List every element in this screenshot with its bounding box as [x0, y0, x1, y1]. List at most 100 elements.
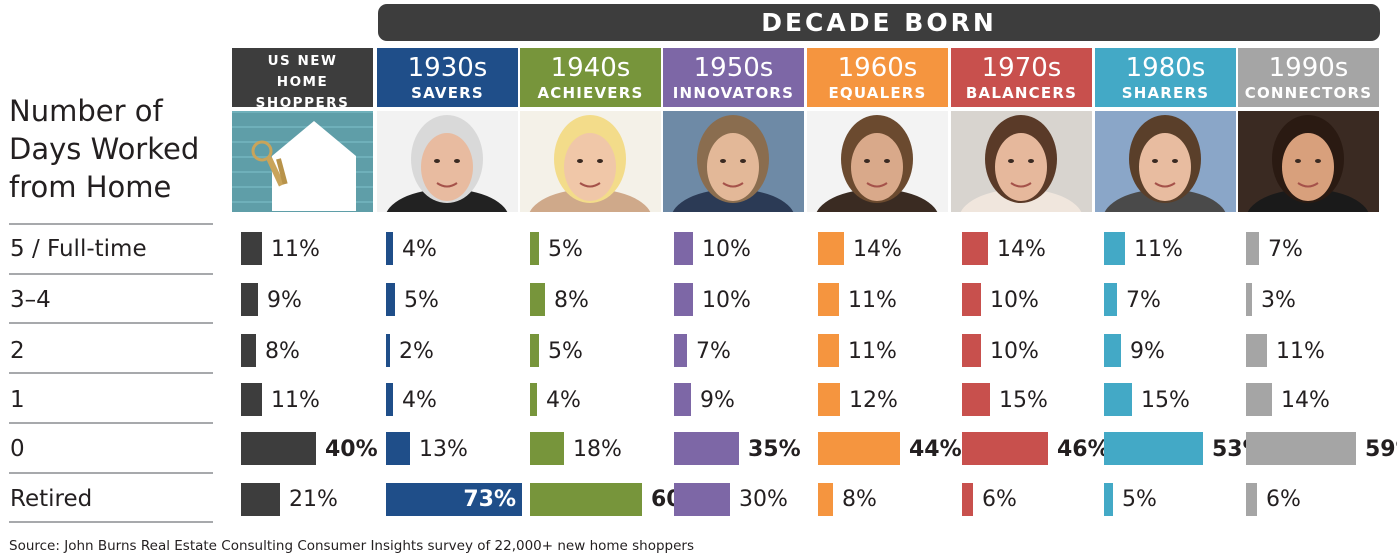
decade-born-banner: DECADE BORN	[378, 4, 1380, 41]
bar-0-1	[241, 283, 258, 316]
bar-1-1	[386, 283, 395, 316]
value-label-5-5: 6%	[982, 487, 1017, 512]
bill-gates-photo	[663, 111, 804, 212]
selena-gomez-photo	[1238, 111, 1379, 212]
value-label-0-2: 8%	[265, 339, 300, 364]
value-label-5-3: 15%	[999, 388, 1048, 413]
bar-1-2	[386, 334, 390, 367]
warren-buffett-photo-image	[377, 111, 518, 212]
column-header-0: US NEW HOME SHOPPERS	[232, 48, 373, 107]
bar-7-2	[1246, 334, 1267, 367]
bar-2-2	[530, 334, 539, 367]
value-label-3-5: 30%	[739, 487, 788, 512]
sarah-jessica-parker-photo	[807, 111, 948, 212]
row-divider	[9, 322, 213, 324]
bar-2-3	[530, 383, 537, 416]
bar-1-5	[386, 483, 522, 516]
bar-7-4	[1246, 432, 1356, 465]
bar-4-2	[818, 334, 839, 367]
bar-5-4	[962, 432, 1048, 465]
value-label-0-4: 40%	[325, 437, 378, 462]
mark-zuckerberg-photo	[1095, 111, 1236, 212]
value-label-0-0: 11%	[271, 237, 320, 262]
value-label-1-1: 5%	[404, 288, 439, 313]
row-label-3: 1	[10, 387, 25, 413]
bar-0-0	[241, 232, 262, 265]
bar-6-3	[1104, 383, 1132, 416]
row-divider	[9, 223, 213, 225]
value-label-3-3: 9%	[700, 388, 735, 413]
decade-label: 1950s	[693, 53, 774, 83]
value-label-7-3: 14%	[1281, 388, 1330, 413]
bar-2-0	[530, 232, 539, 265]
row-divider	[9, 521, 213, 523]
column-header-2: 1940s ACHIEVERS	[520, 48, 661, 107]
value-label-7-4: 59%	[1365, 437, 1397, 462]
value-label-2-3: 4%	[546, 388, 581, 413]
bar-3-3	[674, 383, 691, 416]
bar-1-3	[386, 383, 393, 416]
value-label-6-5: 5%	[1122, 487, 1157, 512]
row-title-line-1: Number of	[9, 94, 163, 128]
bar-5-0	[962, 232, 988, 265]
bar-3-4	[674, 432, 739, 465]
bar-3-1	[674, 283, 693, 316]
value-label-2-4: 18%	[573, 437, 622, 462]
value-label-2-1: 8%	[554, 288, 589, 313]
bar-6-4	[1104, 432, 1203, 465]
generation-label: ACHIEVERS	[537, 84, 644, 102]
generation-label: BALANCERS	[965, 84, 1078, 102]
mark-zuckerberg-photo-image	[1095, 111, 1236, 212]
row-label-1: 3–4	[10, 287, 51, 313]
row-divider	[9, 422, 213, 424]
selena-gomez-photo-image	[1238, 111, 1379, 212]
value-label-7-2: 11%	[1276, 339, 1325, 364]
row-label-2: 2	[10, 338, 25, 364]
bar-4-0	[818, 232, 844, 265]
value-label-1-2: 2%	[399, 339, 434, 364]
bar-7-0	[1246, 232, 1259, 265]
bar-5-2	[962, 334, 981, 367]
value-label-1-4: 13%	[419, 437, 468, 462]
column-title-line: US NEW	[267, 53, 338, 69]
generation-label: EQUALERS	[828, 84, 927, 102]
bill-gates-photo-image	[663, 111, 804, 212]
value-label-1-5: 73%	[463, 487, 516, 512]
dolly-parton-photo	[520, 111, 661, 212]
value-label-1-0: 4%	[402, 237, 437, 262]
bar-0-4	[241, 432, 316, 465]
value-label-5-1: 10%	[990, 288, 1039, 313]
bar-2-4	[530, 432, 564, 465]
value-label-4-1: 11%	[848, 288, 897, 313]
row-divider	[9, 372, 213, 374]
decade-label: 1980s	[1125, 53, 1206, 83]
value-label-5-4: 46%	[1057, 437, 1110, 462]
bar-7-5	[1246, 483, 1257, 516]
generation-label: SAVERS	[411, 84, 484, 102]
row-label-0: 5 / Full-time	[10, 236, 147, 262]
bar-5-3	[962, 383, 990, 416]
value-label-4-5: 8%	[842, 487, 877, 512]
value-label-7-0: 7%	[1268, 237, 1303, 262]
decade-label: 1960s	[837, 53, 918, 83]
value-label-5-0: 14%	[997, 237, 1046, 262]
column-header-1: 1930s SAVERS	[377, 48, 518, 107]
decade-label: 1970s	[981, 53, 1062, 83]
column-header-6: 1980s SHARERS	[1095, 48, 1236, 107]
value-label-6-3: 15%	[1141, 388, 1190, 413]
row-divider	[9, 472, 213, 474]
value-label-0-5: 21%	[289, 487, 338, 512]
dolly-parton-photo-image	[520, 111, 661, 212]
bar-4-3	[818, 383, 840, 416]
warren-buffett-photo	[377, 111, 518, 212]
bar-6-0	[1104, 232, 1125, 265]
value-label-1-3: 4%	[402, 388, 437, 413]
value-label-4-4: 44%	[909, 437, 962, 462]
bar-5-5	[962, 483, 973, 516]
column-title-line: HOME	[276, 74, 329, 90]
row-title: Number of Days Worked from Home	[9, 92, 224, 206]
house-key-photo	[232, 111, 373, 212]
value-label-2-2: 5%	[548, 339, 583, 364]
bar-0-3	[241, 383, 262, 416]
bar-4-4	[818, 432, 900, 465]
